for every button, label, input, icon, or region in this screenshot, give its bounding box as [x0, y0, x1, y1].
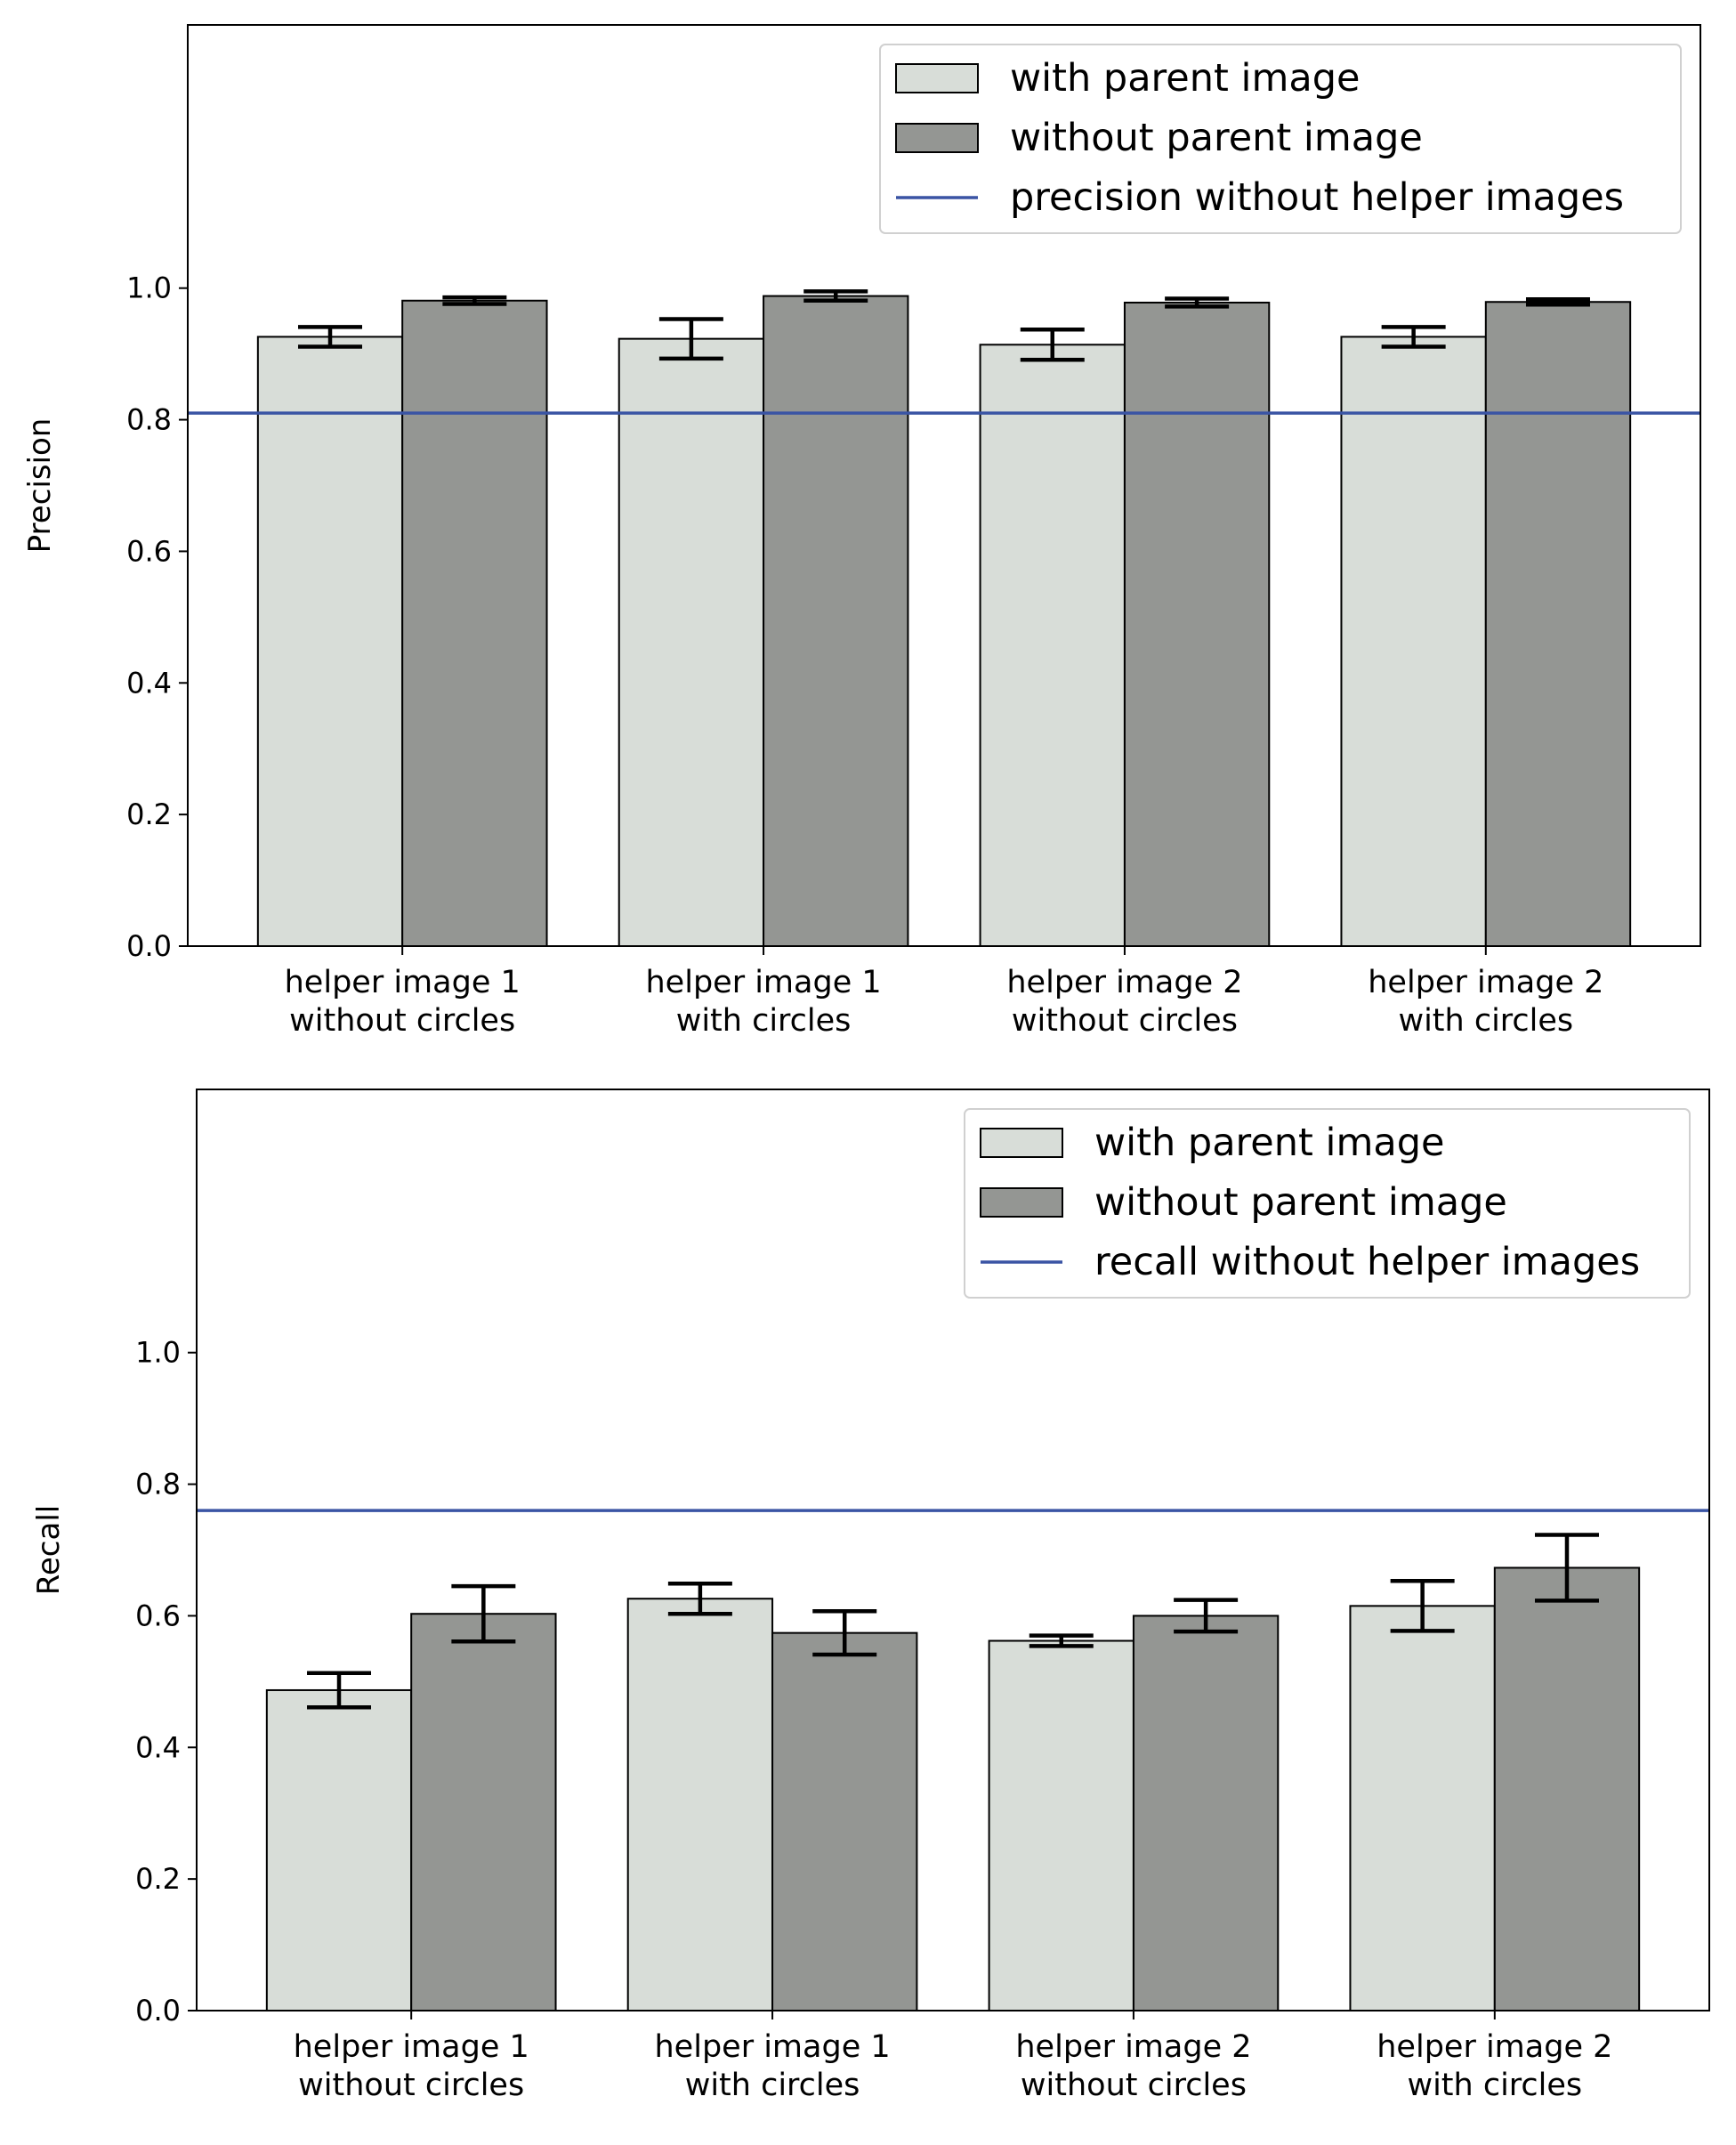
error-bar-with-parent-1: [307, 1671, 372, 1710]
y-tick-label: 0.4: [126, 666, 172, 700]
legend-label: with parent image: [1010, 56, 1360, 101]
x-tick-label: helper image 1: [655, 2029, 891, 2065]
axes-frame: [196, 1089, 1710, 2011]
y-tick-label: 0.8: [126, 403, 172, 437]
y-tick-label: 0.0: [135, 1994, 181, 2028]
error-bar-without-parent-1: [451, 1583, 516, 1644]
legend: with parent image without parent image rec…: [964, 1108, 1691, 1299]
y-tick-label: 0.4: [135, 1730, 181, 1764]
error-bar-with-parent-2: [658, 317, 723, 361]
axes-frame: [187, 24, 1701, 947]
error-bar-without-parent-2: [812, 1609, 877, 1657]
bar-with-parent-3: [988, 1639, 1134, 2012]
y-tick-label: 1.0: [135, 1336, 181, 1370]
legend-entry-1: with parent image: [980, 1121, 1444, 1165]
x-tick-label: without circles: [1012, 1003, 1238, 1039]
legend-entry-3: recall without helper images: [981, 1240, 1640, 1284]
x-tick-label: with circles: [1398, 1003, 1573, 1039]
x-tick-label: helper image 1: [285, 965, 521, 1000]
y-tick-label: 0.6: [126, 534, 172, 568]
bar-without-parent-1: [410, 1613, 557, 2011]
y-axis-label: Precision: [22, 418, 58, 554]
error-bar-with-parent-3: [1020, 328, 1085, 362]
bar-with-parent-1: [256, 336, 404, 947]
bar-with-parent-4: [1340, 336, 1487, 947]
y-tick-label: 0.6: [135, 1599, 181, 1632]
legend-entry-3: precision without helper images: [896, 175, 1624, 220]
x-tick-label: with circles: [676, 1003, 852, 1039]
error-bar-with-parent-1: [298, 325, 363, 349]
bar-without-parent-4: [1484, 301, 1632, 948]
error-bar-with-parent-4: [1381, 325, 1446, 349]
error-bar-without-parent-1: [442, 295, 507, 306]
x-tick-label: with circles: [685, 2068, 860, 2103]
x-tick-label: helper image 2: [1368, 965, 1603, 1000]
x-tick-label: without circles: [1021, 2068, 1247, 2103]
legend: with parent image without parent image pre…: [879, 44, 1682, 234]
bar-without-parent-2: [763, 295, 909, 948]
bar-with-parent-3: [979, 344, 1126, 947]
legend-entry-2: without parent image: [980, 1180, 1507, 1225]
y-tick-label: 0.0: [126, 929, 172, 963]
bar-without-parent-3: [1123, 301, 1271, 947]
bar-with-parent-4: [1349, 1605, 1496, 2011]
bar-with-parent-1: [265, 1688, 413, 2012]
x-tick-label: without circles: [289, 1003, 515, 1039]
x-tick-label: helper image 1: [294, 2029, 529, 2065]
legend-entry-1: with parent image: [895, 56, 1360, 101]
bar-without-parent-1: [401, 299, 548, 947]
error-bar-without-parent-4: [1534, 1533, 1599, 1603]
y-tick-label: 0.8: [135, 1468, 181, 1502]
legend-label: without parent image: [1094, 1180, 1507, 1225]
error-bar-without-parent-4: [1525, 297, 1590, 307]
x-tick-label: helper image 2: [1377, 2029, 1612, 2065]
bar-with-parent-2: [626, 1598, 774, 2011]
error-bar-with-parent-2: [667, 1581, 732, 1616]
y-tick-label: 0.2: [135, 1862, 181, 1896]
x-tick-label: with circles: [1407, 2068, 1582, 2103]
error-bar-with-parent-4: [1390, 1578, 1455, 1633]
error-bar-without-parent-2: [803, 289, 868, 304]
x-tick-label: helper image 2: [1015, 2029, 1251, 2065]
error-bar-without-parent-3: [1165, 296, 1230, 309]
bar-without-parent-2: [771, 1631, 918, 2012]
legend-label: with parent image: [1094, 1121, 1444, 1165]
x-tick-label: helper image 2: [1006, 965, 1242, 1000]
y-tick-label: 0.2: [126, 797, 172, 831]
y-tick-label: 1.0: [126, 271, 172, 305]
legend-label: without parent image: [1010, 116, 1423, 160]
bar-with-parent-2: [618, 337, 765, 947]
bar-without-parent-4: [1493, 1566, 1641, 2011]
x-tick-label: without circles: [298, 2068, 524, 2103]
error-bar-without-parent-3: [1174, 1598, 1239, 1634]
legend-entry-2: without parent image: [895, 116, 1423, 160]
legend-label: precision without helper images: [1010, 175, 1624, 220]
legend-label: recall without helper images: [1094, 1240, 1640, 1284]
error-bar-with-parent-3: [1029, 1633, 1094, 1648]
y-axis-label: Recall: [31, 1505, 67, 1595]
bar-without-parent-3: [1132, 1615, 1280, 2012]
x-tick-label: helper image 1: [646, 965, 882, 1000]
